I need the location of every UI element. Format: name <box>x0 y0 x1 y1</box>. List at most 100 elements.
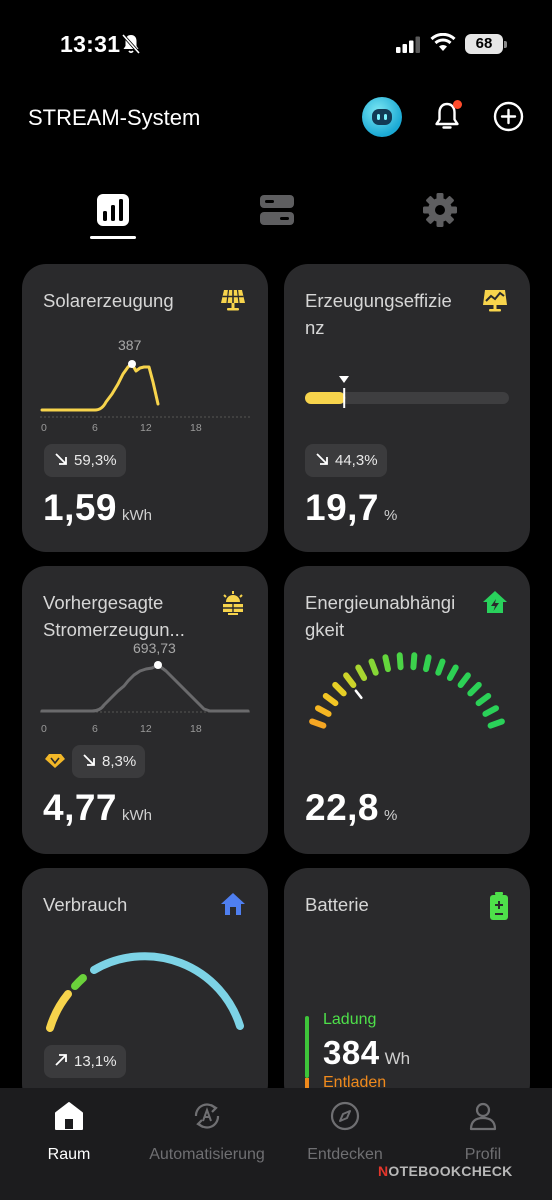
gauge-segment <box>423 654 432 673</box>
efficiency-bar <box>305 376 509 408</box>
view-tabs <box>0 185 552 245</box>
peak-value-label: 387 <box>118 337 142 353</box>
add-icon[interactable] <box>493 101 524 132</box>
independence-gauge <box>309 652 505 729</box>
value-unit: Wh <box>384 1049 411 1068</box>
tab-settings[interactable] <box>415 185 465 237</box>
card-title: Energieunabhängi gkeit <box>305 589 480 643</box>
arrow-down-right-icon <box>316 453 328 465</box>
change-value: 44,3% <box>335 452 378 469</box>
gauge-pointer <box>354 689 363 700</box>
forecast-chart <box>40 661 250 713</box>
wifi-icon <box>430 33 456 51</box>
nav-item-raum[interactable]: Raum <box>0 1100 138 1170</box>
bell-off-icon <box>121 33 141 55</box>
gauge-segment <box>382 654 391 673</box>
gauge-segment <box>457 672 471 688</box>
gauge-segment <box>410 652 418 671</box>
forecast-curve <box>40 663 250 713</box>
gauge-segment <box>309 718 327 729</box>
bar-track <box>305 392 509 404</box>
notification-dot <box>453 100 462 109</box>
status-bar: 13:31 68 <box>0 0 552 90</box>
card-title-line2: Stromerzeugun... <box>43 619 185 640</box>
discharge-label: Entladen <box>323 1074 387 1091</box>
nav-item-entdecken[interactable]: Entdecken <box>276 1100 414 1170</box>
arrow-down-right-icon <box>83 754 95 766</box>
arc-segment-green <box>71 974 87 990</box>
solar-production-card[interactable]: Solarerzeugung 387 0 6 12 18 59,3% 1,59 k… <box>22 264 268 552</box>
nav-item-profil[interactable]: Profil <box>414 1100 552 1170</box>
house-icon <box>221 893 245 915</box>
nav-label: Automatisierung <box>149 1146 265 1163</box>
value-unit: % <box>384 807 398 824</box>
gear-icon <box>423 193 457 227</box>
energy-independence-card[interactable]: Energieunabhängi gkeit 22,8% <box>284 566 530 854</box>
signal-icon <box>396 36 420 53</box>
card-title-line1: Energieunabhängi <box>305 592 456 613</box>
value-number: 19,7 <box>305 487 380 528</box>
watermark-rest: OTEBOOKCHECK <box>388 1163 513 1179</box>
forecast-production-card[interactable]: Vorhergesagte Stromerzeugun... 693,73 0 … <box>22 566 268 854</box>
home-icon <box>55 1102 83 1130</box>
bar-chart-icon <box>97 194 129 226</box>
assistant-avatar-icon[interactable] <box>362 97 402 137</box>
battery-icon <box>490 892 508 920</box>
generation-efficiency-card[interactable]: Erzeugungseffizie nz 44,3% 19,7% <box>284 264 530 552</box>
bar-fill <box>305 392 346 404</box>
server-icon <box>260 195 294 225</box>
nav-item-automatisierung[interactable]: Automatisierung <box>138 1100 276 1170</box>
sun-forecast-icon <box>223 591 243 615</box>
card-title: Batterie <box>305 894 369 915</box>
arrow-down-right-icon <box>55 453 67 465</box>
gauge-segment <box>487 718 505 729</box>
battery-level: 68 <box>465 34 507 54</box>
value-number: 22,8 <box>305 787 380 828</box>
consumption-arc <box>46 952 244 1032</box>
arc-segment-blue <box>90 952 244 1030</box>
card-title-line2: gkeit <box>305 619 345 640</box>
peak-point <box>154 661 162 669</box>
battery-card[interactable]: Batterie Ladung 384 Wh Entladen <box>284 868 530 1108</box>
x-tick: 0 <box>41 723 47 735</box>
value-unit: kWh <box>122 807 153 824</box>
diamond-icon <box>45 754 65 768</box>
independence-value: 22,8% <box>305 787 397 829</box>
charge-value: 384 Wh <box>323 1034 410 1072</box>
card-title-line2: nz <box>305 317 325 338</box>
solar-curve <box>40 362 160 412</box>
house-energy-icon <box>483 591 507 613</box>
tab-statistics[interactable] <box>88 185 138 239</box>
efficiency-value: 19,7% <box>305 487 397 529</box>
value-number: 384 <box>323 1034 380 1071</box>
charge-label: Ladung <box>323 1011 377 1028</box>
x-tick: 18 <box>190 723 202 735</box>
gauge-segment <box>315 705 332 717</box>
card-title: Solarerzeugung <box>43 290 174 311</box>
assistant-face <box>372 109 392 125</box>
energy-value: 1,59 kWh <box>43 487 152 529</box>
card-title: Erzeugungseffizie nz <box>305 287 480 341</box>
notification-bell-icon[interactable] <box>432 100 462 132</box>
gauge-segment <box>322 693 339 707</box>
tab-devices[interactable] <box>252 185 302 237</box>
peak-point <box>128 360 136 368</box>
change-badge: 44,3% <box>305 444 387 477</box>
card-title-line1: Vorhergesagte <box>43 592 164 613</box>
value-unit: kWh <box>122 507 153 524</box>
gauge-segment <box>446 664 459 681</box>
x-tick: 6 <box>92 422 98 434</box>
change-value: 13,1% <box>74 1053 117 1070</box>
consumption-card[interactable]: Verbrauch 13,1% <box>22 868 268 1108</box>
bottom-navigation: Raum Automatisierung Entdecken Profil <box>0 1088 552 1200</box>
x-tick: 0 <box>41 422 47 434</box>
gauge-segment <box>467 681 482 697</box>
efficiency-chart-icon <box>483 290 507 312</box>
automation-icon <box>194 1103 220 1129</box>
value-unit: % <box>384 507 398 524</box>
watermark-n: N <box>378 1163 389 1179</box>
card-title: Vorhergesagte Stromerzeugun... <box>43 589 218 643</box>
gauge-segment <box>368 658 379 676</box>
card-title: Verbrauch <box>43 894 128 915</box>
page-title: STREAM-System <box>28 105 201 130</box>
